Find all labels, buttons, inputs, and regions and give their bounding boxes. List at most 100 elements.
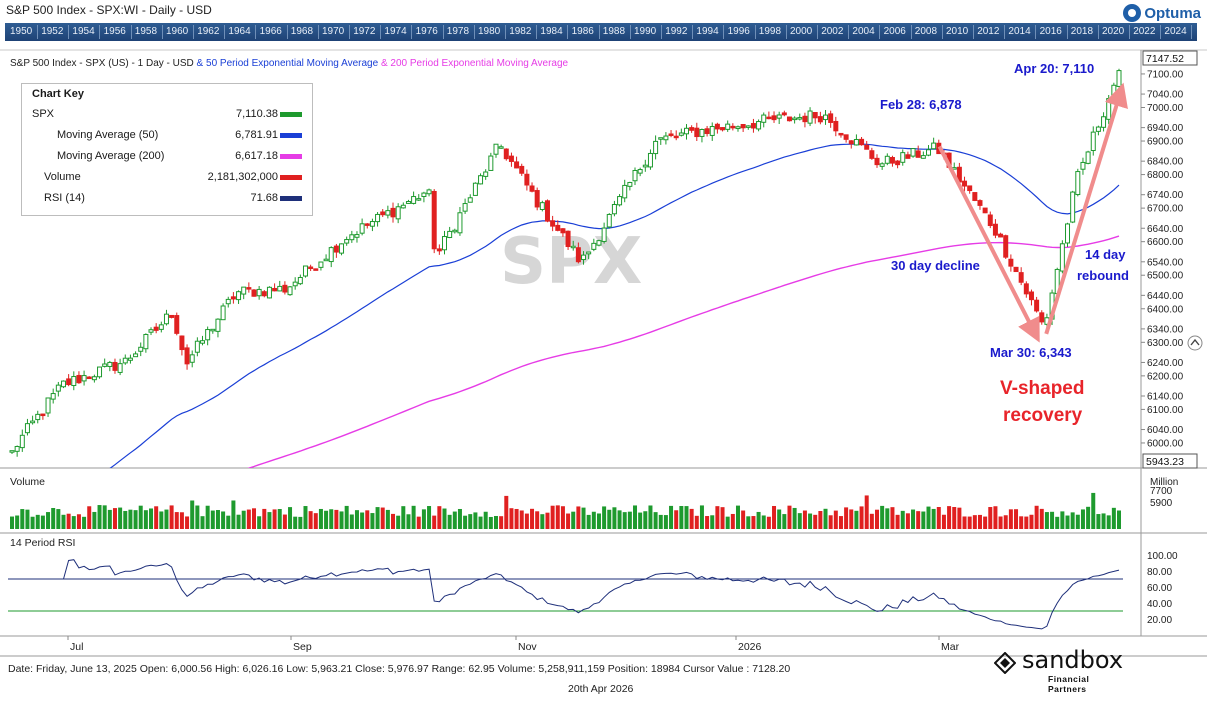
candle-body: [55, 384, 61, 392]
candle-body: [689, 127, 695, 131]
candle-body: [1008, 258, 1014, 267]
candle-body: [117, 363, 123, 373]
candle-body: [256, 288, 262, 297]
timeline-year[interactable]: 2014: [1008, 26, 1031, 37]
candle-body: [1034, 299, 1040, 312]
candle-body: [828, 113, 834, 123]
y-tick-label: 6900.00: [1147, 137, 1184, 148]
volume-bar: [514, 508, 519, 529]
timeline-year[interactable]: 1998: [758, 26, 782, 37]
candle-body: [112, 361, 118, 371]
timeline-year[interactable]: 1960: [166, 26, 189, 37]
timeline-year[interactable]: 2022: [1133, 26, 1156, 37]
candle-body: [14, 445, 20, 452]
timeline-navigator[interactable]: 1950 1952 1954 1956 1958 1960 1962 1964 1966 1968…: [5, 23, 1197, 41]
timeline-year[interactable]: 2004: [852, 26, 875, 37]
y-tick-label: 6400.00: [1147, 304, 1184, 315]
candle-body: [699, 128, 705, 137]
volume-bar: [952, 507, 957, 529]
candle-body: [452, 229, 458, 233]
key-row-name: SPX: [32, 108, 55, 120]
timeline-year[interactable]: 1986: [571, 26, 594, 37]
volume-bar: [251, 508, 256, 529]
volume-bar: [885, 508, 890, 529]
key-row-rsi: RSI (14) 71.68: [22, 190, 312, 208]
timeline-year[interactable]: 2024: [1164, 26, 1187, 37]
timeline-year[interactable]: 1978: [446, 26, 470, 37]
timeline-year[interactable]: 1976: [415, 26, 438, 37]
timeline-year[interactable]: 1956: [103, 26, 126, 37]
timeline-year[interactable]: 1980: [478, 26, 501, 37]
timeline-year[interactable]: 1966: [259, 26, 282, 37]
candle-body: [60, 380, 66, 388]
chart-key[interactable]: Chart Key SPX 7,110.38 Moving Average (5…: [21, 83, 313, 216]
timeline-year[interactable]: 1988: [602, 26, 626, 37]
candle-body: [771, 115, 777, 121]
timeline-year[interactable]: 1972: [353, 26, 376, 37]
timeline-year[interactable]: 1950: [10, 26, 33, 37]
timeline-year[interactable]: 2010: [946, 26, 969, 37]
optuma-brand: Optuma: [1144, 4, 1201, 22]
volume-bar: [344, 505, 349, 529]
candle-body: [972, 192, 978, 201]
volume-bar: [200, 516, 205, 529]
timeline-year[interactable]: 1996: [727, 26, 750, 37]
y-tick-label: 6940.00: [1147, 123, 1184, 134]
timeline-year[interactable]: 1952: [41, 26, 64, 37]
timeline-year[interactable]: 1964: [228, 26, 251, 37]
y-tick-label: 6600.00: [1147, 237, 1184, 248]
timeline-year[interactable]: 1994: [696, 26, 719, 37]
volume-bar: [437, 506, 442, 529]
candle-body: [714, 123, 720, 130]
volume-bar: [324, 510, 329, 529]
annotation-mar30: Mar 30: 6,343: [990, 345, 1072, 360]
timeline-year[interactable]: 1958: [134, 26, 158, 37]
volume-bar: [844, 507, 849, 529]
candle-body: [848, 140, 854, 145]
timeline-year[interactable]: 2020: [1102, 26, 1125, 37]
volume-bar: [710, 515, 715, 529]
timeline-divider: [130, 25, 132, 39]
volume-bar: [658, 514, 663, 529]
timeline-year[interactable]: 2002: [821, 26, 844, 37]
timeline-divider: [442, 25, 444, 39]
candle-body: [86, 376, 92, 380]
timeline-year[interactable]: 2006: [883, 26, 906, 37]
volume-bar: [828, 515, 833, 529]
y-tick-label: 6440.00: [1147, 291, 1184, 302]
timeline-year[interactable]: 1954: [72, 26, 95, 37]
volume-bar: [349, 514, 354, 529]
volume-bar: [354, 510, 359, 529]
volume-bar: [30, 516, 35, 529]
volume-bar: [56, 509, 61, 529]
timeline-year[interactable]: 2000: [790, 26, 813, 37]
timeline-year[interactable]: 1990: [634, 26, 657, 37]
volume-bar: [463, 515, 468, 529]
timeline-year[interactable]: 1968: [290, 26, 314, 37]
timeline-divider: [817, 25, 818, 39]
volume-bar: [416, 516, 421, 529]
chart-header-part: & 200 Period Exponential Moving Average: [378, 58, 568, 69]
volume-bar: [504, 495, 509, 529]
timeline-year[interactable]: 2016: [1039, 26, 1062, 37]
timeline-year[interactable]: 1970: [322, 26, 345, 37]
candle-body: [524, 173, 530, 186]
timeline-year[interactable]: 2008: [914, 26, 938, 37]
y-tick-label: 6700.00: [1147, 204, 1184, 215]
timeline-year[interactable]: 2012: [977, 26, 1000, 37]
timeline-year[interactable]: 1992: [665, 26, 688, 37]
volume-bar: [947, 506, 952, 529]
timeline-year[interactable]: 1984: [540, 26, 563, 37]
volume-bar: [715, 506, 720, 529]
volume-bar: [1055, 516, 1060, 529]
timeline-divider: [1035, 25, 1037, 39]
key-row-name: Volume: [44, 171, 81, 183]
candle-body: [853, 138, 859, 146]
timeline-year[interactable]: 1974: [384, 26, 407, 37]
volume-bar: [457, 508, 462, 529]
volume-bar: [612, 507, 617, 529]
timeline-year[interactable]: 2018: [1070, 26, 1094, 37]
timeline-year[interactable]: 1982: [509, 26, 532, 37]
timeline-year[interactable]: 1962: [197, 26, 220, 37]
candle-body: [823, 114, 829, 121]
